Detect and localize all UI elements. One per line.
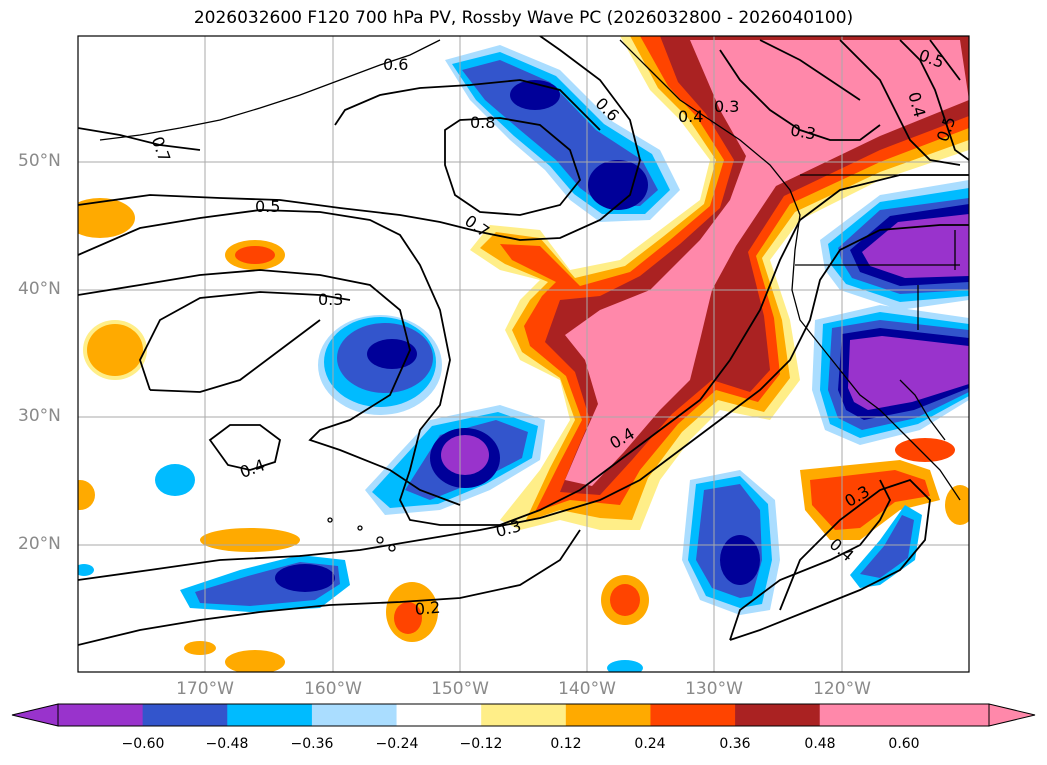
map-title: 2026032600 F120 700 hPa PV, Rossby Wave … [193, 8, 854, 28]
lat-label: 20°N [18, 534, 61, 554]
lon-label: 170°W [176, 679, 234, 699]
colorbar-tick: 0.36 [719, 736, 751, 752]
pv-contours [78, 36, 969, 646]
colorbar-tick: 0.60 [888, 736, 920, 752]
colorbar-tick: −0.12 [459, 736, 503, 752]
lat-label: 30°N [18, 406, 61, 426]
colorbar-tick: −0.48 [205, 736, 249, 752]
colorbar-tick: 0.12 [550, 736, 582, 752]
colorbar-tick: −0.60 [121, 736, 165, 752]
colorbar-tick: −0.36 [290, 736, 334, 752]
negative-anomaly-trough [78, 45, 969, 672]
lon-label: 140°W [558, 679, 616, 699]
lat-label: 50°N [18, 151, 61, 171]
lon-label: 130°W [685, 679, 743, 699]
colorbar-segment [565, 704, 651, 726]
svg-text:0.3: 0.3 [714, 97, 739, 116]
svg-text:0.6: 0.6 [383, 55, 408, 74]
svg-text:0.5: 0.5 [255, 197, 280, 216]
svg-text:0.4: 0.4 [678, 107, 703, 126]
colorbar-segment [311, 704, 398, 726]
colorbar-tick: −0.24 [375, 736, 419, 752]
colorbar-segment [735, 704, 821, 726]
coastline [99, 39, 969, 552]
svg-text:0.3: 0.3 [789, 120, 817, 143]
svg-text:0.8: 0.8 [470, 113, 495, 132]
graticule [78, 36, 969, 672]
map-frame [77, 35, 970, 673]
lon-label: 150°W [431, 679, 489, 699]
colorbar-segment [819, 704, 905, 726]
lon-label: 120°W [813, 679, 871, 699]
lon-label: 160°W [304, 679, 362, 699]
svg-text:0.3: 0.3 [318, 290, 343, 309]
colorbar-segment [481, 704, 567, 726]
colorbar-segment [650, 704, 736, 726]
colorbar-segment [58, 704, 144, 726]
svg-text:0.2: 0.2 [414, 598, 441, 619]
colorbar-extend-high [988, 703, 1036, 727]
colorbar-segment [396, 704, 482, 726]
colorbar-extend-low [11, 703, 59, 727]
colorbar-segment [142, 704, 228, 726]
colorbar-tick: 0.24 [634, 736, 666, 752]
colorbar-segment [227, 704, 313, 726]
lat-label: 40°N [18, 279, 61, 299]
colorbar-tick: 0.48 [804, 736, 836, 752]
positive-anomaly-ridge [78, 36, 969, 672]
colorbar-segment [904, 704, 990, 726]
